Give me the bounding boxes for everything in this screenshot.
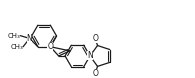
Text: N: N: [27, 34, 32, 43]
Text: CH₃: CH₃: [10, 44, 23, 50]
Text: O: O: [92, 69, 98, 78]
Text: O: O: [47, 42, 53, 51]
Text: O: O: [92, 34, 98, 43]
Text: CH₃: CH₃: [8, 33, 20, 39]
Text: N: N: [87, 51, 93, 60]
